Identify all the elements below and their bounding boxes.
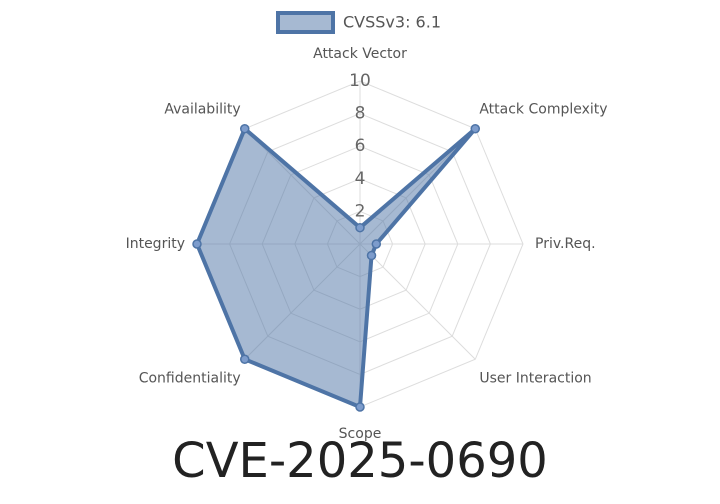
grid-spoke: [359, 243, 476, 360]
axis-label: Attack Vector: [313, 46, 407, 62]
legend-swatch: [276, 11, 335, 34]
series-point: [239, 123, 250, 134]
series-point: [239, 354, 250, 365]
series-point: [355, 222, 365, 233]
axis-label: Priv.Req.: [535, 236, 596, 252]
series-point: [366, 250, 377, 261]
r-tick-label: 8: [355, 104, 366, 124]
chart-title: CVE-2025-0690: [172, 433, 548, 489]
axis-label: Integrity: [126, 236, 185, 252]
axis-label: Confidentiality: [139, 370, 241, 386]
r-tick-label: 2: [355, 201, 366, 221]
r-tick-label: 10: [349, 71, 371, 91]
legend-label: CVSSv3: 6.1: [343, 13, 441, 32]
axis-label: Scope: [339, 426, 382, 442]
axis-label: Availability: [164, 102, 240, 118]
series-point: [470, 123, 481, 134]
series-point: [371, 239, 382, 249]
axis-label: User Interaction: [479, 370, 591, 386]
r-tick-label: 6: [355, 136, 366, 156]
r-tick-label: 4: [355, 169, 366, 189]
series-point: [355, 402, 365, 412]
series-area: [195, 126, 478, 409]
axis-label: Attack Complexity: [479, 102, 607, 118]
series-point: [192, 239, 202, 249]
